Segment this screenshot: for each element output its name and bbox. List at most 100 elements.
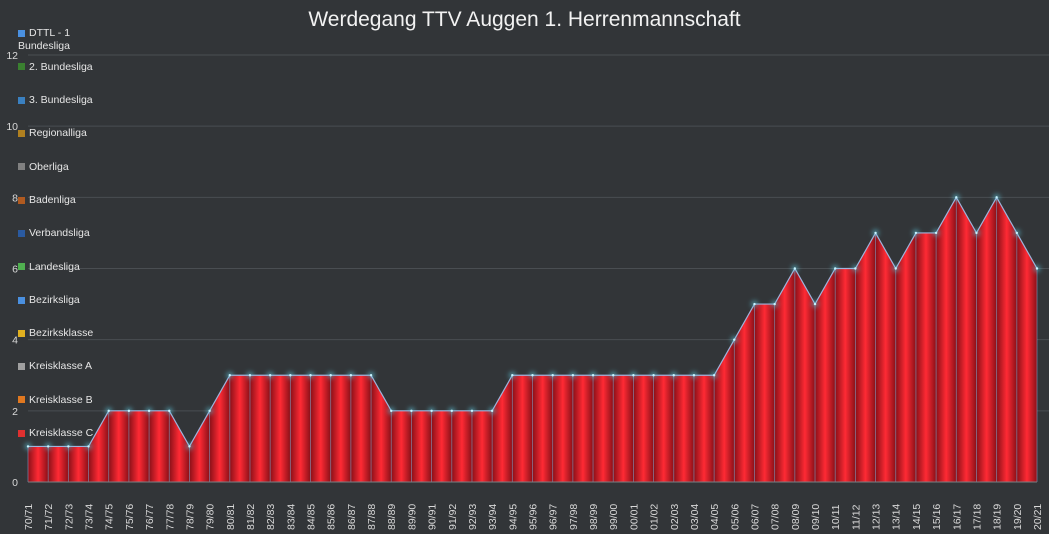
area-segment xyxy=(270,375,291,482)
data-point xyxy=(329,374,332,377)
legend-swatch xyxy=(18,229,25,237)
x-tick-label: 14/15 xyxy=(911,504,923,530)
legend-label: 2. Bundesliga xyxy=(29,60,93,73)
legend-swatch xyxy=(18,363,25,371)
legend-swatch xyxy=(18,163,25,171)
x-tick-label: 91/92 xyxy=(447,504,459,530)
area-segment xyxy=(169,410,190,482)
legend-swatch xyxy=(18,29,25,37)
area-segment xyxy=(572,375,594,482)
area-segment xyxy=(451,410,472,482)
data-point xyxy=(289,374,292,377)
legend-swatch xyxy=(18,263,25,271)
y-tick-label: 2 xyxy=(12,406,18,418)
area-segment xyxy=(774,268,795,482)
area-segment xyxy=(88,410,109,482)
x-tick-label: 95/96 xyxy=(528,504,540,530)
area-segment xyxy=(754,304,775,482)
x-tick-label: 90/91 xyxy=(427,504,439,530)
x-tick-label: 99/00 xyxy=(608,504,620,530)
area-segment xyxy=(956,197,977,483)
x-tick-label: 93/94 xyxy=(487,504,499,530)
y-tick-label: 10 xyxy=(6,121,18,133)
area-segment xyxy=(613,375,634,482)
x-tick-label: 82/83 xyxy=(265,504,277,530)
x-tick-label: 74/75 xyxy=(104,504,116,530)
x-tick-label: 88/89 xyxy=(386,504,398,530)
legend-label: Verbandsliga xyxy=(29,227,90,240)
area-segment xyxy=(875,232,896,482)
x-tick-label: 06/07 xyxy=(749,504,761,530)
area-segment xyxy=(976,197,997,483)
data-point xyxy=(470,409,474,413)
data-point xyxy=(147,409,151,413)
area-segment xyxy=(996,197,1017,483)
legend-swatch xyxy=(18,196,25,204)
data-point xyxy=(67,445,70,448)
legend-item: DTTL - 1 Bundesliga xyxy=(18,27,90,53)
area-segment xyxy=(673,375,694,482)
area-segment xyxy=(936,197,957,483)
data-point xyxy=(733,338,736,341)
data-point xyxy=(107,409,110,413)
legend-swatch xyxy=(18,296,25,304)
x-tick-label: 85/86 xyxy=(326,504,338,530)
x-tick-label: 86/87 xyxy=(346,504,358,530)
area-segment xyxy=(593,375,614,482)
y-tick-label: 8 xyxy=(12,192,18,204)
data-point xyxy=(612,374,615,377)
legend-label: Badenliga xyxy=(29,193,76,206)
area-segment xyxy=(512,375,533,482)
x-tick-label: 05/06 xyxy=(729,504,741,530)
x-tick-label: 07/08 xyxy=(770,504,782,530)
data-point xyxy=(995,196,998,199)
data-point xyxy=(410,409,413,413)
data-point xyxy=(46,445,50,448)
legend-label: Kreisklasse B xyxy=(29,393,93,406)
y-tick-label: 0 xyxy=(12,477,18,489)
area-segment xyxy=(794,268,816,482)
x-tick-label: 96/97 xyxy=(548,504,560,530)
area-segment xyxy=(714,339,735,482)
area-segment xyxy=(492,375,513,482)
x-tick-label: 72/73 xyxy=(63,504,75,530)
x-tick-label: 15/16 xyxy=(931,504,943,530)
data-point xyxy=(591,374,595,377)
data-point xyxy=(712,374,716,377)
legend-swatch xyxy=(18,396,25,404)
data-point xyxy=(369,374,373,377)
data-point xyxy=(309,374,312,377)
data-point xyxy=(490,409,494,413)
x-tick-label: 16/17 xyxy=(951,504,963,530)
data-point xyxy=(571,374,575,377)
data-point xyxy=(934,231,938,235)
data-point xyxy=(248,374,252,377)
data-point xyxy=(874,231,877,235)
x-tick-label: 71/72 xyxy=(43,504,55,530)
area-segment xyxy=(471,410,493,482)
legend-item: Kreisklasse A xyxy=(18,360,92,373)
legend-item: Kreisklasse B xyxy=(18,394,93,407)
legend-item: 3. Bundesliga xyxy=(18,94,93,107)
area-segment xyxy=(552,375,573,482)
y-tick-label: 6 xyxy=(12,264,18,276)
area-segment xyxy=(68,446,89,482)
data-point xyxy=(390,409,393,413)
x-tick-label: 04/05 xyxy=(709,504,721,530)
x-tick-label: 83/84 xyxy=(285,504,297,530)
area-segment xyxy=(108,410,129,482)
legend-label: Oberliga xyxy=(29,160,69,173)
data-point xyxy=(914,231,918,235)
x-tick-label: 08/09 xyxy=(790,504,802,530)
area-segment xyxy=(734,304,755,482)
legend-item: Badenliga xyxy=(18,194,76,207)
legend-item: Landesliga xyxy=(18,261,80,274)
area-segment xyxy=(48,446,69,482)
legend-swatch xyxy=(18,130,25,138)
data-point xyxy=(793,267,797,270)
legend-item: Bezirksliga xyxy=(18,294,80,307)
legend-label: 3. Bundesliga xyxy=(29,94,93,106)
x-tick-label: 11/12 xyxy=(850,504,862,530)
data-point xyxy=(834,267,837,270)
legend-label: Regionalliga xyxy=(29,127,87,140)
